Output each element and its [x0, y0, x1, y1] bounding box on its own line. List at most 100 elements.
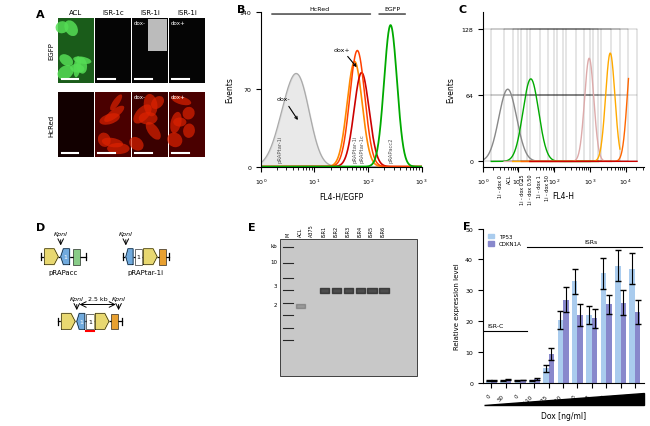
Ellipse shape: [173, 118, 187, 127]
Bar: [615, 266, 621, 383]
Y-axis label: Relative expression level: Relative expression level: [454, 263, 460, 349]
Text: dox+: dox+: [171, 20, 186, 26]
Polygon shape: [484, 393, 644, 405]
Bar: [635, 312, 640, 383]
Text: 10: 10: [270, 259, 277, 264]
Polygon shape: [96, 314, 109, 329]
Ellipse shape: [76, 58, 87, 75]
Y-axis label: Events: Events: [225, 77, 234, 103]
Bar: [577, 315, 583, 383]
Ellipse shape: [167, 133, 182, 148]
Text: 1: 1: [88, 319, 92, 324]
Text: ACL: ACL: [298, 227, 302, 237]
Bar: [486, 380, 491, 383]
Text: HcRed: HcRed: [310, 7, 330, 12]
Bar: [572, 282, 577, 383]
Ellipse shape: [170, 112, 181, 134]
Ellipse shape: [73, 57, 92, 65]
Text: A375: A375: [309, 224, 315, 237]
Bar: [534, 379, 540, 383]
FancyBboxPatch shape: [58, 93, 94, 158]
Ellipse shape: [59, 55, 73, 67]
Polygon shape: [60, 249, 70, 265]
Text: 1: 1: [136, 255, 140, 259]
Text: KpnI: KpnI: [54, 232, 68, 237]
Text: ISR-1i: ISR-1i: [140, 10, 160, 16]
Bar: [592, 319, 597, 383]
Bar: [601, 274, 606, 383]
Text: ISR3: ISR3: [345, 226, 350, 237]
Polygon shape: [45, 249, 58, 265]
Text: EGFP: EGFP: [384, 7, 400, 12]
Bar: [73, 249, 80, 265]
FancyBboxPatch shape: [96, 19, 131, 84]
Text: EGFP: EGFP: [49, 43, 55, 60]
Text: dox-: dox-: [134, 20, 146, 26]
Bar: [586, 315, 592, 383]
Bar: [515, 380, 520, 383]
Ellipse shape: [70, 65, 84, 73]
Text: ISRs: ISRs: [584, 239, 598, 245]
Text: 1i - dox 0.50: 1i - dox 0.50: [528, 174, 533, 205]
Ellipse shape: [99, 114, 120, 126]
Bar: [520, 380, 525, 383]
Text: dox-: dox-: [277, 97, 297, 120]
Polygon shape: [62, 314, 75, 329]
Text: dox+: dox+: [333, 47, 356, 67]
Ellipse shape: [107, 144, 129, 155]
X-axis label: Dox [ng/ml]: Dox [ng/ml]: [541, 411, 586, 420]
Text: E: E: [248, 223, 255, 233]
FancyBboxPatch shape: [148, 20, 166, 52]
Bar: [529, 380, 534, 383]
Text: dox+: dox+: [171, 95, 186, 100]
Bar: [159, 249, 166, 265]
FancyBboxPatch shape: [132, 19, 168, 84]
Bar: [629, 269, 635, 383]
Text: KpnI: KpnI: [112, 296, 125, 301]
X-axis label: FL4-H/EGFP: FL4-H/EGFP: [319, 192, 363, 201]
Legend: TP53, CDKN1A: TP53, CDKN1A: [486, 232, 524, 249]
Polygon shape: [126, 249, 133, 265]
Bar: [621, 303, 626, 383]
Bar: [549, 354, 554, 383]
Bar: [543, 368, 549, 383]
Text: 2: 2: [274, 302, 277, 307]
FancyBboxPatch shape: [169, 93, 205, 158]
Text: ISR-C: ISR-C: [487, 323, 503, 328]
Text: F: F: [463, 221, 471, 231]
Bar: [506, 380, 511, 383]
Ellipse shape: [133, 105, 151, 124]
Text: D: D: [36, 223, 45, 233]
Text: 1i - dox 0.25: 1i - dox 0.25: [519, 174, 525, 205]
Ellipse shape: [172, 96, 191, 106]
Text: ISR2: ISR2: [333, 226, 338, 237]
Polygon shape: [144, 249, 157, 265]
Ellipse shape: [183, 108, 194, 120]
Ellipse shape: [64, 21, 78, 37]
Ellipse shape: [183, 124, 195, 138]
Text: C: C: [459, 5, 467, 15]
Text: KpnI: KpnI: [70, 296, 84, 301]
Text: 1i - dox 0: 1i - dox 0: [498, 174, 503, 197]
Ellipse shape: [144, 95, 157, 117]
Text: 2.5 kb: 2.5 kb: [88, 296, 107, 302]
Text: 3: 3: [274, 284, 277, 289]
Bar: [135, 249, 142, 265]
Text: 1: 1: [79, 319, 83, 324]
Text: pRAPtar-1i: pRAPtar-1i: [352, 135, 357, 163]
FancyBboxPatch shape: [132, 93, 168, 158]
Ellipse shape: [57, 66, 73, 81]
FancyBboxPatch shape: [96, 93, 131, 158]
Bar: [563, 300, 569, 383]
Text: HcRed: HcRed: [49, 115, 55, 137]
Bar: [558, 320, 563, 383]
Text: ISR5: ISR5: [369, 226, 374, 237]
Ellipse shape: [98, 133, 110, 147]
Ellipse shape: [146, 123, 161, 141]
Text: pRAPtar-1i: pRAPtar-1i: [277, 135, 282, 163]
Text: KpnI: KpnI: [119, 232, 133, 237]
Text: pRAPacc: pRAPacc: [49, 269, 78, 275]
Ellipse shape: [102, 138, 123, 148]
Text: 1: 1: [63, 255, 67, 259]
Text: ISR4: ISR4: [357, 226, 362, 237]
